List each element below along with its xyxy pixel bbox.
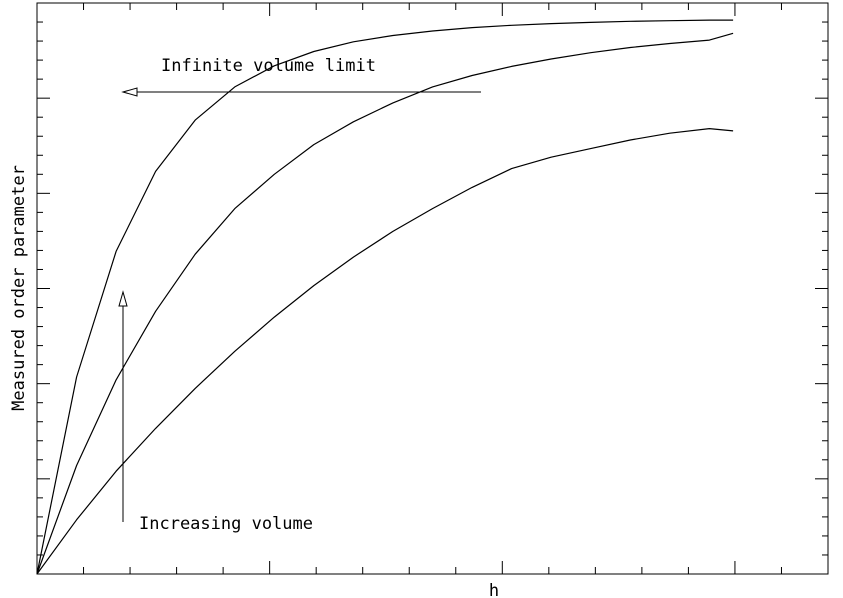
increasing-volume-label: Increasing volume	[139, 514, 313, 534]
series-line-2	[36, 32, 734, 575]
series-lines	[36, 19, 734, 575]
infinite-volume-label: Infinite volume limit	[161, 56, 376, 76]
series-line-1	[36, 19, 734, 575]
plot-frame	[36, 2, 829, 575]
axis-ticks	[37, 3, 828, 574]
infinite-volume-arrow-head	[121, 87, 138, 97]
x-axis-label: h	[489, 581, 499, 598]
increasing-volume-arrow-head	[118, 290, 128, 307]
series-line-3	[36, 128, 734, 575]
y-axis-label: Measured order parameter	[9, 165, 29, 411]
